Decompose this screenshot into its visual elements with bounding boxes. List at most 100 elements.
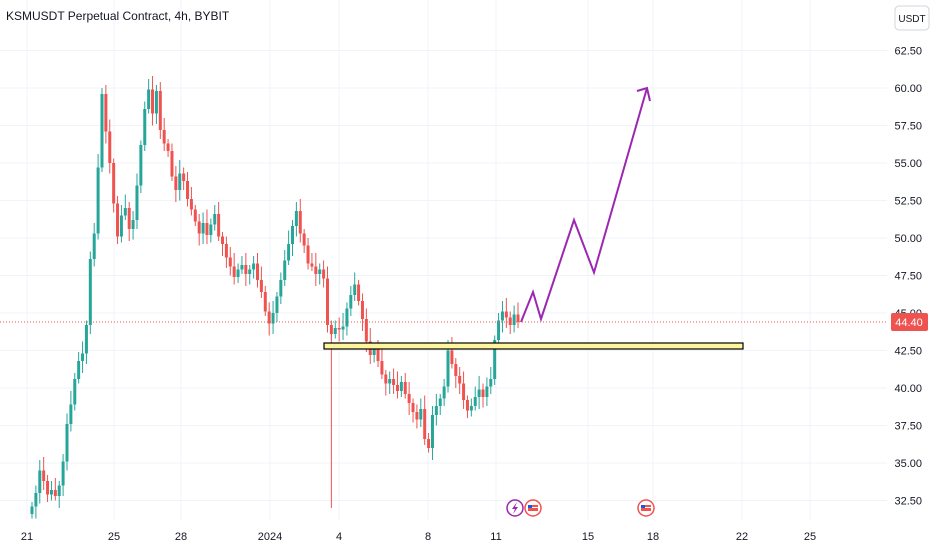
candle	[392, 368, 396, 394]
candle-body	[508, 317, 512, 325]
candle-body	[434, 406, 438, 415]
time-axis: 21 25 28 2024 4 8 11 15 18 22 25	[21, 531, 816, 543]
candle	[267, 302, 271, 336]
candle	[166, 139, 170, 157]
candle-body	[411, 403, 415, 412]
candle	[88, 251, 92, 334]
candle-body	[135, 185, 139, 220]
candle-body	[325, 278, 329, 325]
us-flag-event-icon[interactable]	[637, 499, 655, 517]
candle	[462, 371, 466, 409]
candle	[193, 205, 197, 226]
candle	[112, 158, 116, 213]
candle	[38, 460, 42, 504]
candle	[178, 160, 182, 201]
projection-line[interactable]	[520, 87, 648, 323]
candle	[69, 391, 73, 432]
candle	[283, 250, 287, 286]
support-zone-rect[interactable]	[323, 342, 744, 350]
candle-body	[228, 257, 232, 267]
candle	[271, 301, 275, 334]
candle-body	[341, 326, 345, 330]
candle	[388, 371, 392, 394]
candle	[139, 140, 143, 193]
candle	[158, 82, 162, 139]
candle-body	[473, 397, 477, 406]
candle	[30, 502, 34, 519]
candle-body	[353, 284, 357, 295]
currency-button[interactable]: USDT	[894, 5, 930, 31]
price-tick-label: 62.50	[894, 46, 922, 58]
candle-body	[322, 269, 326, 279]
support-zone[interactable]	[323, 342, 744, 350]
candle	[512, 305, 516, 333]
price-axis-panel[interactable]	[887, 0, 932, 550]
candle-body	[403, 382, 407, 394]
candle-body	[450, 350, 454, 364]
candle-body	[306, 245, 310, 264]
candle-body	[310, 263, 314, 267]
candle-body	[154, 91, 158, 114]
candle	[221, 232, 225, 256]
time-tick-label: 21	[21, 531, 33, 543]
candle	[427, 433, 431, 453]
candle	[127, 202, 131, 241]
candle	[143, 101, 147, 151]
us-flag-event-icon[interactable]	[524, 499, 542, 517]
candle	[100, 88, 104, 172]
candle	[430, 406, 434, 460]
candle-body	[92, 233, 96, 259]
candle-body	[516, 314, 520, 322]
candle	[213, 205, 217, 231]
candle	[450, 337, 454, 369]
candle-body	[186, 181, 190, 199]
candle	[473, 386, 477, 411]
candle	[310, 253, 314, 271]
candle-body	[489, 379, 493, 387]
candle	[415, 404, 419, 429]
candle	[248, 265, 252, 285]
candle-body	[388, 379, 392, 384]
projection-path[interactable]	[520, 86, 651, 323]
candle	[53, 478, 57, 501]
candle-body	[427, 439, 431, 448]
candle	[92, 223, 96, 267]
time-tick-label: 28	[175, 531, 187, 543]
candle-body	[283, 260, 287, 280]
candle-body	[100, 94, 104, 168]
lightning-event-icon[interactable]	[506, 499, 524, 517]
candle-body	[116, 203, 120, 237]
time-tick-label: 25	[108, 531, 120, 543]
candle-body	[294, 211, 298, 226]
candle	[353, 272, 357, 301]
candle-body	[395, 385, 399, 391]
event-markers[interactable]	[506, 499, 655, 517]
candle	[458, 367, 462, 394]
candle-body	[287, 244, 291, 261]
candle-body	[174, 176, 178, 190]
candle	[57, 481, 61, 508]
candle	[411, 398, 415, 423]
candle-body	[337, 328, 341, 330]
candle-body	[477, 389, 481, 397]
candle	[186, 172, 190, 207]
candle-body	[147, 89, 151, 109]
candle-body	[345, 308, 349, 327]
candle	[380, 349, 384, 379]
candle	[349, 286, 353, 316]
candle-body	[500, 311, 504, 321]
candle-body	[108, 131, 112, 163]
candle-body	[271, 313, 275, 324]
candle	[438, 394, 442, 415]
candle	[360, 293, 364, 331]
candle	[123, 194, 127, 220]
candle	[508, 311, 512, 334]
candle	[489, 367, 493, 394]
candle	[232, 253, 236, 285]
candle	[485, 377, 489, 406]
candle-body	[236, 269, 240, 277]
candle	[481, 383, 485, 408]
candle-body	[407, 394, 411, 403]
candle-body	[267, 311, 271, 324]
